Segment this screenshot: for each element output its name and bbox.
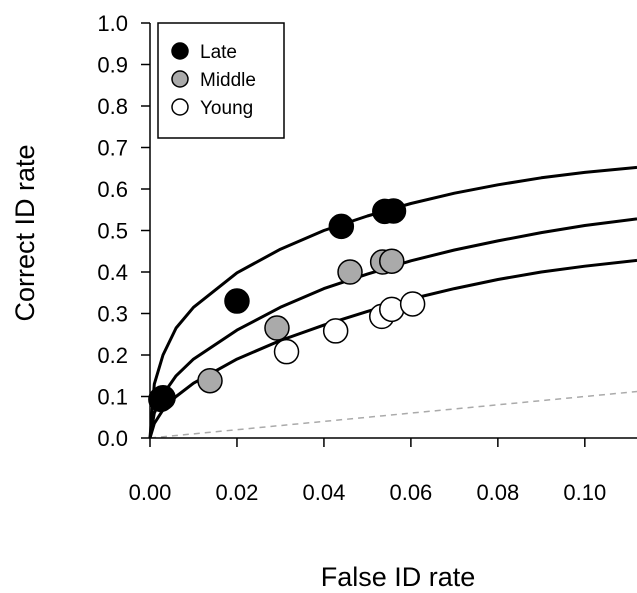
y-tick-label: 0.2 xyxy=(97,343,128,368)
x-ticks-layer: 0.00 0.02 0.04 0.06 0.08 0.10 xyxy=(129,438,606,505)
y-tick-label: 0.6 xyxy=(97,177,128,202)
x-tick-label: 0.00 xyxy=(129,480,172,505)
y-tick-label: 0.4 xyxy=(97,260,128,285)
x-tick-label: 0.10 xyxy=(563,480,606,505)
point-late xyxy=(380,198,407,224)
y-tick-label: 0.5 xyxy=(97,219,128,244)
y-tick-label: 0.7 xyxy=(97,136,128,161)
y-tick-label: 0.8 xyxy=(97,94,128,119)
point-late xyxy=(224,288,250,314)
y-tick-label: 1.0 xyxy=(97,11,128,36)
legend-label-young: Young xyxy=(200,98,253,119)
reference-line-layer xyxy=(149,390,637,439)
x-tick-label: 0.06 xyxy=(389,480,432,505)
fit-curve-young xyxy=(148,258,637,439)
chance-reference-line xyxy=(149,390,637,439)
data-points-layer xyxy=(148,198,426,413)
legend-label-late: Late xyxy=(200,42,237,63)
point-late xyxy=(148,386,174,413)
point-late xyxy=(328,213,355,240)
legend: Late Middle Young xyxy=(157,22,285,139)
legend-marker-young xyxy=(171,98,189,116)
x-tick-label: 0.08 xyxy=(476,480,519,505)
y-tick-label: 0.1 xyxy=(97,385,128,410)
legend-marker-late xyxy=(171,42,189,60)
fit-curve-late xyxy=(148,165,637,439)
y-axis-title: Correct ID rate xyxy=(10,144,40,321)
x-tick-label: 0.04 xyxy=(303,480,346,505)
x-axis-title: False ID rate xyxy=(321,562,476,592)
legend-marker-middle xyxy=(171,70,189,88)
point-young xyxy=(399,291,426,317)
y-ticks-layer: 0.0 0.1 0.2 0.3 0.4 0.5 0.6 0.7 0.8 0.9 1.0 xyxy=(97,11,150,451)
point-middle xyxy=(337,259,363,285)
legend-label-middle: Middle xyxy=(200,70,256,91)
point-young xyxy=(379,296,405,323)
point-young xyxy=(322,318,349,344)
point-young xyxy=(273,338,300,365)
point-middle xyxy=(264,315,290,341)
point-middle xyxy=(197,367,223,394)
x-tick-label: 0.02 xyxy=(216,480,259,505)
point-middle xyxy=(379,248,405,274)
y-tick-label: 0.9 xyxy=(97,53,128,78)
y-tick-label: 0.0 xyxy=(97,426,128,451)
y-tick-label: 0.3 xyxy=(97,302,128,327)
